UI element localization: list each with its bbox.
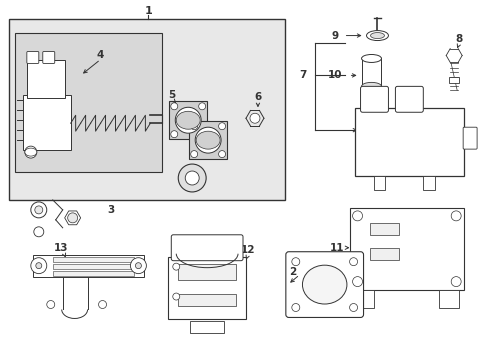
Polygon shape: [64, 211, 81, 225]
Circle shape: [450, 211, 460, 221]
Bar: [438, 289, 458, 307]
Bar: [178, 264, 236, 280]
Ellipse shape: [25, 148, 37, 156]
Ellipse shape: [361, 54, 381, 62]
FancyBboxPatch shape: [395, 86, 423, 112]
FancyBboxPatch shape: [27, 51, 39, 63]
Bar: [423, 176, 434, 190]
Circle shape: [67, 213, 78, 223]
Circle shape: [349, 303, 357, 311]
Ellipse shape: [366, 31, 387, 41]
Circle shape: [349, 258, 357, 266]
Text: 2: 2: [288, 267, 296, 276]
Text: 10: 10: [327, 71, 341, 80]
Text: 3: 3: [107, 205, 114, 215]
Circle shape: [31, 202, 47, 218]
Text: 1: 1: [144, 6, 152, 15]
Bar: [53, 257, 134, 262]
Circle shape: [175, 107, 201, 133]
Circle shape: [291, 258, 299, 266]
Bar: [27, 60, 64, 98]
Bar: [168, 257, 245, 319]
Bar: [369, 248, 399, 260]
Circle shape: [450, 276, 460, 287]
Circle shape: [172, 293, 180, 300]
Bar: [373, 176, 385, 190]
Circle shape: [47, 301, 55, 309]
Bar: [354, 108, 463, 176]
Circle shape: [130, 258, 146, 274]
Bar: [349, 208, 463, 289]
Circle shape: [178, 164, 206, 192]
Bar: [23, 95, 71, 150]
Circle shape: [198, 131, 205, 138]
Circle shape: [34, 227, 44, 237]
Circle shape: [135, 263, 141, 269]
FancyBboxPatch shape: [171, 235, 243, 261]
Text: 12: 12: [240, 245, 255, 255]
Circle shape: [25, 146, 37, 158]
Circle shape: [35, 206, 42, 214]
Text: 4: 4: [97, 50, 104, 60]
Bar: [448, 77, 458, 84]
Ellipse shape: [302, 265, 346, 304]
Circle shape: [190, 123, 197, 130]
Circle shape: [36, 263, 41, 269]
Text: 5: 5: [168, 90, 176, 100]
Polygon shape: [189, 121, 226, 159]
Bar: [53, 271, 134, 276]
Circle shape: [195, 127, 221, 153]
FancyBboxPatch shape: [285, 252, 363, 318]
Ellipse shape: [361, 82, 381, 90]
Bar: [369, 223, 399, 235]
Bar: [354, 289, 374, 307]
Text: 7: 7: [299, 71, 306, 80]
Bar: [33, 255, 144, 276]
Ellipse shape: [370, 32, 384, 39]
Circle shape: [218, 150, 225, 158]
Circle shape: [352, 211, 362, 221]
Bar: [53, 264, 134, 269]
Text: 9: 9: [330, 31, 338, 41]
Circle shape: [185, 171, 199, 185]
Circle shape: [291, 303, 299, 311]
Circle shape: [218, 123, 225, 130]
Circle shape: [172, 263, 180, 270]
Text: 13: 13: [53, 243, 68, 253]
Ellipse shape: [176, 111, 200, 129]
Text: 8: 8: [455, 33, 462, 44]
Circle shape: [352, 276, 362, 287]
Circle shape: [249, 113, 260, 123]
Text: 11: 11: [329, 243, 343, 253]
Bar: [190, 321, 224, 333]
FancyBboxPatch shape: [360, 86, 387, 112]
Circle shape: [31, 258, 47, 274]
Polygon shape: [169, 101, 207, 139]
Bar: [178, 293, 236, 306]
Circle shape: [170, 103, 178, 110]
Circle shape: [198, 103, 205, 110]
Ellipse shape: [196, 131, 220, 149]
FancyBboxPatch shape: [42, 51, 55, 63]
Circle shape: [99, 301, 106, 309]
Bar: [361, 58, 381, 86]
Text: 6: 6: [254, 92, 261, 102]
FancyBboxPatch shape: [462, 127, 476, 149]
Circle shape: [170, 131, 178, 138]
Circle shape: [190, 150, 197, 158]
Bar: [9, 19, 285, 200]
Bar: [15, 32, 162, 172]
